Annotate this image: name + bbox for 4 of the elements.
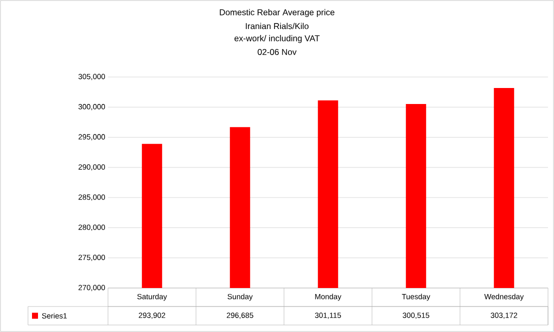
text: 02-06 Nov [258, 48, 297, 55]
chart-subtitle: Iranian Rials/Kilo [246, 22, 309, 30]
chart-title: Domestic Rebar Average price [220, 9, 334, 17]
text: ex-work/ including VAT [234, 35, 320, 43]
